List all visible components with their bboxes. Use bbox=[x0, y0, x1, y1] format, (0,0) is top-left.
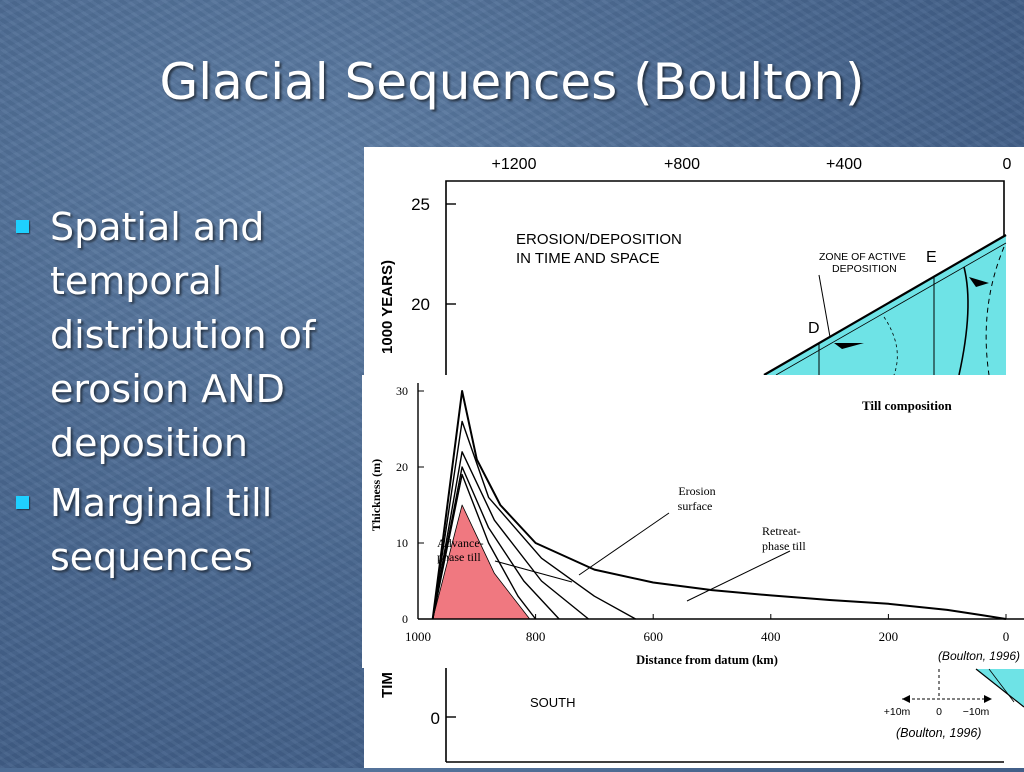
bullet-square-icon bbox=[16, 496, 29, 509]
x-tick-label: 200 bbox=[879, 629, 899, 644]
scale-arrow-left-icon bbox=[902, 695, 910, 703]
scale-tick-label: −10m bbox=[963, 706, 990, 718]
bullet-text: Marginal till sequences bbox=[50, 481, 273, 579]
y-tick-label: 20 bbox=[396, 460, 408, 474]
retreat-pointer bbox=[686, 550, 791, 602]
bullet-item: Marginal till sequences bbox=[10, 476, 360, 584]
till-surface-line bbox=[432, 466, 560, 620]
ticks-group: 1000 800 600 400 200 0 30 20 10 0 bbox=[396, 384, 1009, 644]
erosion-deposition-svg: +1200 +800 +400 0 25 20 0 1000 YEARS) TI… bbox=[379, 156, 1024, 763]
top-tick-label: +800 bbox=[664, 156, 700, 173]
advance-till-fill bbox=[432, 505, 530, 619]
till-surface-line bbox=[432, 451, 589, 620]
bullet-text: Spatial and temporal distribution of ero… bbox=[50, 205, 316, 465]
marker-e: E bbox=[926, 249, 937, 266]
annotation-retreat-line: phase till bbox=[762, 539, 806, 553]
till-surface-line bbox=[432, 473, 537, 620]
slide-title: Glacial Sequences (Boulton) bbox=[159, 53, 865, 111]
bullet-item: Spatial and temporal distribution of ero… bbox=[10, 200, 360, 470]
y-tick-label: 10 bbox=[396, 536, 408, 550]
till-surface-line bbox=[432, 504, 531, 620]
y-axis-label: 1000 YEARS) bbox=[379, 260, 396, 354]
top-tick-label: +1200 bbox=[492, 156, 537, 173]
scale-tick-label: +10m bbox=[884, 706, 911, 718]
marker-d: D bbox=[808, 320, 820, 337]
x-tick-label: 400 bbox=[761, 629, 781, 644]
x-axis-label: Distance from datum (km) bbox=[636, 653, 778, 667]
y-tick-label: 30 bbox=[396, 384, 408, 398]
figure-title-line: IN TIME AND SPACE bbox=[516, 250, 660, 267]
chart-title: Till composition bbox=[862, 398, 952, 413]
x-tick-label: 600 bbox=[643, 629, 663, 644]
chart-credit: (Boulton, 1996) bbox=[938, 649, 1020, 663]
erosion-pointer bbox=[578, 512, 670, 576]
isochron-curve bbox=[985, 246, 1005, 376]
y-axis-label: Thickness (m) bbox=[369, 459, 383, 531]
y-tick-label: 25 bbox=[411, 195, 430, 214]
glacier-front-line bbox=[763, 234, 1007, 376]
advance-pointer bbox=[494, 560, 573, 583]
zone-label-line: DEPOSITION bbox=[832, 263, 897, 275]
scale-tick-label: 0 bbox=[936, 706, 942, 718]
scale-arrow-right-icon bbox=[984, 695, 992, 703]
deposition-edge-line bbox=[775, 242, 1007, 376]
y-axis-label-fragment: TIM bbox=[379, 672, 396, 698]
series-group bbox=[431, 390, 1007, 620]
isochron-curve bbox=[883, 316, 898, 376]
annotation-erosion-line: Erosion bbox=[678, 484, 715, 498]
annotation-retreat-line: Retreat- bbox=[762, 524, 801, 538]
south-label: SOUTH bbox=[530, 695, 576, 710]
annotation-advance-line: phase till bbox=[437, 550, 481, 564]
y-tick-label: 0 bbox=[402, 612, 408, 626]
till-composition-chart: 1000 800 600 400 200 0 30 20 10 0 Till compositio… bbox=[362, 375, 1024, 668]
bullet-list: Spatial and temporal distribution of ero… bbox=[10, 200, 360, 590]
annotation-advance-line: Advance- bbox=[437, 536, 484, 550]
top-tick-label: 0 bbox=[1003, 156, 1012, 173]
y-tick-label: 20 bbox=[411, 295, 430, 314]
flow-arrow bbox=[969, 277, 989, 287]
x-tick-label: 800 bbox=[526, 629, 546, 644]
annotation-erosion-line: surface bbox=[678, 499, 713, 513]
wedge-edge-line bbox=[988, 668, 1015, 703]
bullet-square-icon bbox=[16, 220, 29, 233]
till-composition-svg: 1000 800 600 400 200 0 30 20 10 0 Till compositio… bbox=[369, 383, 1024, 667]
y-tick-label: 0 bbox=[431, 709, 440, 728]
till-surface-line bbox=[432, 420, 636, 620]
x-tick-label: 1000 bbox=[405, 629, 431, 644]
top-tick-label: +400 bbox=[826, 156, 862, 173]
isochron-curve bbox=[958, 266, 969, 376]
figure-title-line: EROSION/DEPOSITION bbox=[516, 231, 682, 248]
x-tick-label: 0 bbox=[1003, 629, 1010, 644]
zone-pointer bbox=[818, 274, 831, 338]
wedge-edge-line bbox=[975, 668, 1024, 708]
flow-arrow bbox=[834, 343, 864, 349]
till-surface-line bbox=[431, 390, 1007, 620]
back-figure-credit: (Boulton, 1996) bbox=[896, 726, 981, 740]
zone-label-line: ZONE OF ACTIVE bbox=[819, 251, 906, 263]
